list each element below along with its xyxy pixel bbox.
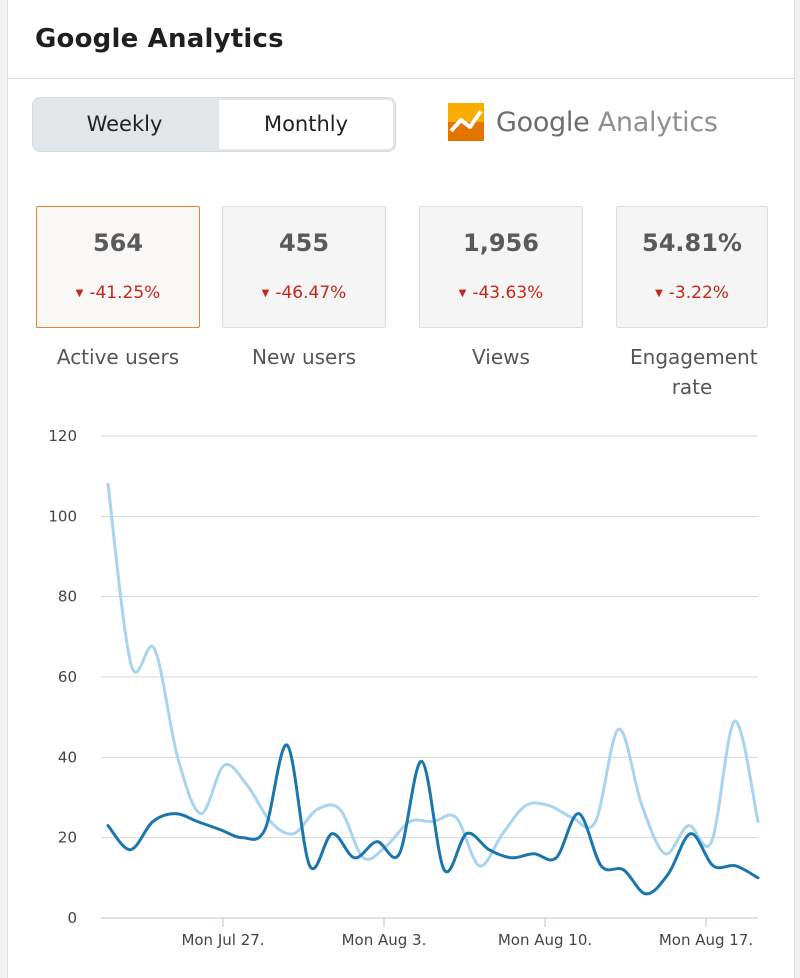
metric-change: ▼ -41.25% xyxy=(37,283,199,303)
y-tick-label: 80 xyxy=(58,588,77,606)
x-tick-label: Mon Aug 17. xyxy=(659,931,753,949)
y-tick-label: 120 xyxy=(48,427,77,445)
y-tick-label: 60 xyxy=(58,668,77,686)
wordmark-analytics: Analytics xyxy=(597,107,718,138)
metric-new-users[interactable]: 455 ▼ -46.47% New users xyxy=(222,206,386,372)
metric-box: 564 ▼ -41.25% xyxy=(36,206,200,328)
metric-box: 455 ▼ -46.47% xyxy=(222,206,386,328)
monthly-tab[interactable]: Monthly xyxy=(217,98,395,151)
y-tick-label: 40 xyxy=(58,748,77,766)
metric-value: 54.81% xyxy=(642,229,742,257)
metric-engagement-rate[interactable]: 54.81% ▼ -3.22% Engagement rate xyxy=(616,206,768,402)
metric-label: Active users xyxy=(56,345,180,369)
metric-value: 564 xyxy=(92,229,144,257)
metric-label: Views xyxy=(472,345,530,369)
metric-value: 455 xyxy=(278,229,330,257)
metric-change-value: -3.22% xyxy=(668,283,729,303)
google-analytics-wordmark: Google Analytics xyxy=(496,107,718,138)
weekly-tab[interactable]: Weekly xyxy=(86,112,163,136)
card-header: Google Analytics xyxy=(8,0,794,79)
metric-box: 54.81% ▼ -3.22% xyxy=(616,206,768,328)
line-chart: 0 20 40 60 80 100 120 Mon Jul 27. Mon Aug 3. Mon … xyxy=(48,427,760,949)
analytics-card: Google Analytics Weekly Monthly Google A… xyxy=(7,0,795,978)
period-toggle: Weekly Monthly xyxy=(32,97,396,152)
y-tick-label: 100 xyxy=(48,507,77,525)
y-tick-label: 20 xyxy=(58,829,77,847)
metric-change: ▼ -46.47% xyxy=(223,283,385,303)
series-line-2 xyxy=(106,743,760,896)
down-triangle-icon: ▼ xyxy=(75,288,84,299)
wordmark-google: Google xyxy=(496,107,590,138)
metric-active-users[interactable]: 564 ▼ -41.25% Active users xyxy=(36,206,200,372)
x-tick-label: Mon Aug 10. xyxy=(498,931,592,949)
metric-change-value: -46.47% xyxy=(275,283,347,303)
metric-label: New users xyxy=(251,345,357,369)
x-tick-label: Mon Aug 3. xyxy=(342,931,427,949)
down-triangle-icon: ▼ xyxy=(458,288,467,299)
google-analytics-logo-icon xyxy=(448,103,484,141)
down-triangle-icon: ▼ xyxy=(261,288,270,299)
y-tick-label: 0 xyxy=(67,909,77,927)
down-triangle-icon: ▼ xyxy=(655,288,663,299)
metric-change: ▼ -3.22% xyxy=(617,283,767,303)
metric-change: ▼ -43.63% xyxy=(420,283,582,303)
metric-views[interactable]: 1,956 ▼ -43.63% Views xyxy=(419,206,583,372)
metric-change-value: -43.63% xyxy=(472,283,544,303)
metric-change-value: -41.25% xyxy=(89,283,161,303)
card-title: Google Analytics xyxy=(35,24,284,54)
metric-box: 1,956 ▼ -43.63% xyxy=(419,206,583,328)
x-tick-label: Mon Jul 27. xyxy=(181,931,264,949)
metric-label: Engagement rate xyxy=(630,345,758,399)
metric-value: 1,956 xyxy=(463,229,539,257)
